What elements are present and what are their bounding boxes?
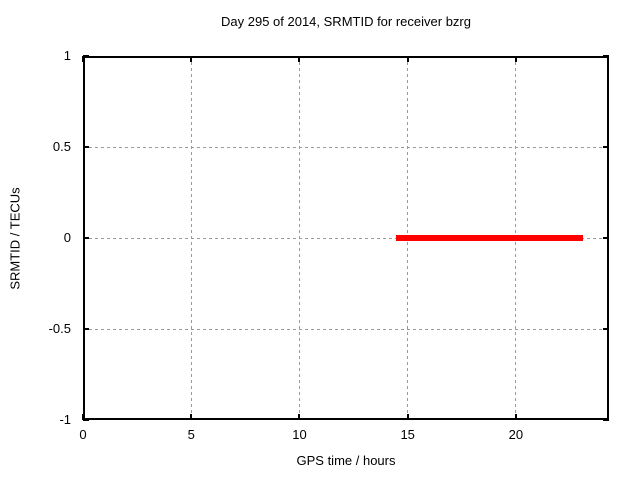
- y-tick-mark: [83, 55, 89, 57]
- chart-title: Day 295 of 2014, SRMTID for receiver bzr…: [221, 14, 471, 29]
- y-tick-mark-right: [603, 328, 609, 330]
- y-tick-mark: [83, 419, 89, 421]
- x-tick-mark: [298, 414, 301, 420]
- x-axis-label: GPS time / hours: [296, 453, 396, 468]
- x-tick-label: 20: [508, 427, 524, 442]
- y-tick-label: 1: [63, 48, 71, 63]
- y-tick-mark-right: [603, 419, 609, 421]
- x-tick-label: 10: [292, 427, 307, 442]
- x-tick-label: 15: [400, 427, 415, 442]
- x-tick-mark-top: [298, 56, 301, 62]
- x-tick-mark: [406, 414, 409, 420]
- y-tick-mark: [83, 146, 89, 148]
- y-axis-label: SRMTID / TECUs: [7, 187, 23, 290]
- grid-line-horizontal: [83, 146, 609, 148]
- grid-line-horizontal: [83, 328, 609, 330]
- x-tick-mark-top: [190, 56, 193, 62]
- y-tick-label: -0.5: [48, 321, 71, 336]
- y-tick-mark-right: [603, 146, 609, 148]
- x-tick-mark: [514, 414, 517, 420]
- x-tick-mark: [82, 414, 84, 420]
- x-tick-mark-top: [514, 56, 517, 62]
- x-tick-label: 0: [79, 427, 87, 442]
- y-tick-label: -1: [59, 412, 71, 427]
- y-tick-mark: [83, 237, 89, 239]
- x-tick-label: 5: [187, 427, 195, 442]
- y-tick-mark-right: [603, 55, 609, 57]
- y-tick-mark-right: [603, 237, 609, 239]
- grid-line-horizontal: [83, 237, 609, 239]
- y-tick-label: 0: [63, 230, 71, 245]
- x-tick-mark-top: [406, 56, 409, 62]
- x-tick-mark-top: [82, 56, 84, 62]
- y-tick-label: 0.5: [52, 139, 71, 154]
- data-series-srmtid: [395, 235, 584, 241]
- y-tick-mark: [83, 328, 89, 330]
- x-tick-mark: [190, 414, 193, 420]
